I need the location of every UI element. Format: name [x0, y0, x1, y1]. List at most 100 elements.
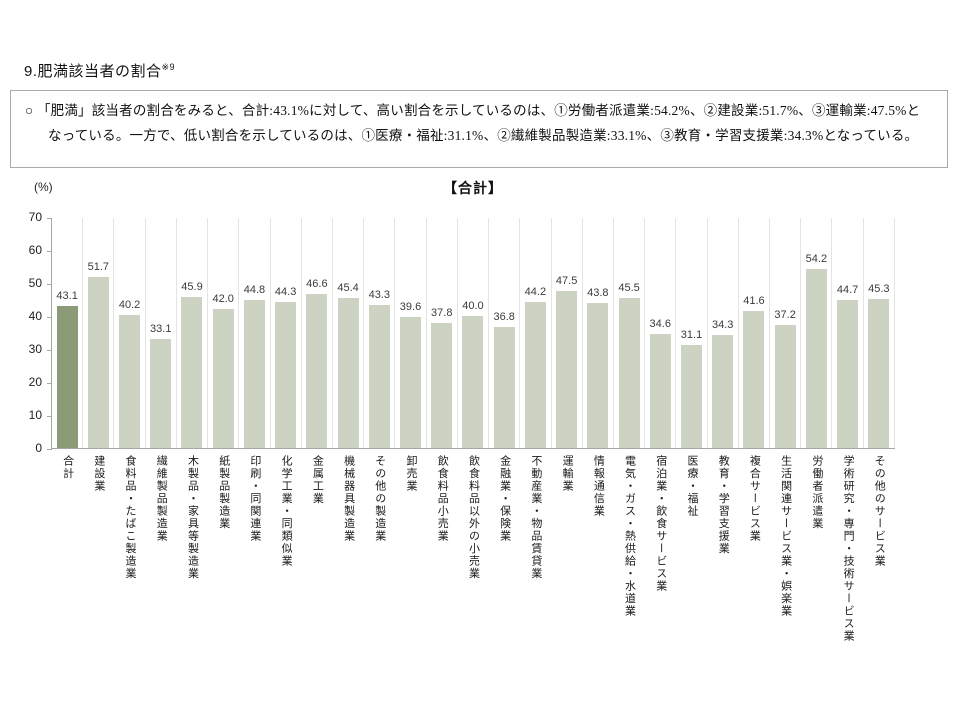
category-column: 43.8 情報通信業 — [583, 218, 614, 518]
summary-bullet: ○ — [25, 103, 34, 118]
page-title-text: 9.肥満該当者の割合 — [24, 63, 162, 80]
bar — [462, 316, 484, 448]
y-tick-label: 10 — [28, 408, 42, 422]
bar — [87, 277, 109, 448]
bar — [337, 298, 359, 448]
bar — [119, 315, 141, 448]
y-tick-label: 60 — [28, 243, 42, 257]
bar — [275, 302, 297, 448]
bar-value-label: 43.1 — [56, 290, 78, 302]
category-column: 45.5 電気・ガス・熱供給・水道業 — [614, 218, 646, 618]
category-label: 建設業 — [92, 455, 105, 493]
bar — [805, 269, 827, 448]
category-column: 44.7 学術研究・専門・技術サービス業 — [832, 218, 864, 643]
total-bar — [56, 306, 78, 448]
category-label: 情報通信業 — [592, 455, 605, 518]
category-label: その他のサービス業 — [873, 455, 886, 568]
category-label: 複合サービス業 — [748, 455, 761, 543]
category-column: 51.7 建設業 — [83, 218, 115, 493]
category-column: 54.2 労働者派遣業 — [801, 218, 833, 530]
bar-chart: (%) 【合計】 43.1 合計 51.7 建設業 40.2 食料品・たばこ製造業 33.1… — [0, 175, 960, 720]
category-label: 卸売業 — [405, 455, 418, 493]
bar-value-label: 45.9 — [181, 281, 203, 293]
bar — [150, 339, 172, 448]
category-column: 34.3 教育・学習支援業 — [708, 218, 739, 555]
y-tick-label: 30 — [28, 342, 42, 356]
category-column: 45.4 機械器具製造業 — [333, 218, 365, 543]
category-label: 医療・福祉 — [685, 455, 698, 518]
y-tick-mark — [47, 449, 52, 450]
bar — [680, 345, 702, 448]
y-tick-label: 20 — [28, 375, 42, 389]
category-label: 機械器具製造業 — [342, 455, 355, 543]
category-label: 宿泊業・飲食サービス業 — [654, 455, 667, 593]
page-title: 9.肥満該当者の割合※9 — [24, 60, 175, 81]
bar — [837, 300, 859, 448]
category-column: 45.3 その他のサービス業 — [864, 218, 895, 568]
bar-value-label: 36.8 — [493, 311, 515, 323]
category-column: 43.1 合計 — [52, 218, 84, 480]
y-tick-label: 0 — [35, 441, 42, 455]
bar-value-label: 44.8 — [243, 284, 266, 296]
category-column: 31.1 医療・福祉 — [676, 218, 708, 518]
category-column: 45.9 木製品・家具等製造業 — [177, 218, 209, 580]
summary-paragraph: ○ 「肥満」該当者の割合をみると、合計:43.1%に対して、高い割合を示している… — [25, 98, 933, 148]
bar-value-label: 31.1 — [680, 329, 703, 341]
bar-value-label: 45.3 — [868, 283, 890, 295]
y-tick-mark — [47, 416, 52, 417]
category-label: 食料品・たばこ製造業 — [124, 455, 137, 580]
category-label: 学術研究・専門・技術サービス業 — [842, 455, 855, 643]
category-column: 44.3 化学工業・同類似業 — [271, 218, 302, 568]
category-label: 飲食料品以外の小売業 — [467, 455, 480, 580]
bar — [868, 299, 890, 448]
y-tick-mark — [47, 218, 52, 219]
category-column: 44.8 印刷・同関連業 — [239, 218, 271, 543]
bar-value-label: 37.8 — [431, 307, 453, 319]
category-column: 46.6 金属工業 — [302, 218, 333, 505]
bar-value-label: 43.8 — [587, 287, 609, 299]
category-column: 40.0 飲食料品以外の小売業 — [458, 218, 490, 580]
bar — [556, 291, 578, 448]
bar — [181, 297, 203, 448]
bar — [712, 335, 734, 448]
category-label: 飲食料品小売業 — [436, 455, 449, 543]
bar-value-label: 44.2 — [524, 286, 547, 298]
category-column: 41.6 複合サービス業 — [739, 218, 771, 543]
bar-value-label: 43.3 — [368, 289, 391, 301]
category-label: 金属工業 — [311, 455, 324, 505]
category-label: 木製品・家具等製造業 — [186, 455, 199, 580]
category-label: 労働者派遣業 — [810, 455, 823, 530]
category-label: 不動産業・物品賃貸業 — [529, 455, 542, 580]
category-column: 47.5 運輸業 — [552, 218, 583, 493]
category-column: 43.3 その他の製造業 — [364, 218, 396, 543]
category-label: 化学工業・同類似業 — [280, 455, 293, 568]
bar-value-label: 40.2 — [118, 299, 141, 311]
y-axis-unit-label: (%) — [34, 180, 53, 194]
bar-value-label: 47.5 — [555, 275, 578, 287]
category-label: 電気・ガス・熱供給・水道業 — [623, 455, 636, 618]
category-column: 42.0 紙製品製造業 — [208, 218, 240, 530]
bar-value-label: 51.7 — [87, 261, 110, 273]
y-tick-label: 40 — [28, 309, 42, 323]
plot-area: 43.1 合計 51.7 建設業 40.2 食料品・たばこ製造業 33.1 繊維製品製造業 45… — [47, 218, 895, 643]
bar — [368, 305, 390, 448]
category-column: 36.8 金融業・保険業 — [489, 218, 521, 543]
y-tick-mark — [47, 383, 52, 384]
bar-value-label: 41.6 — [743, 295, 765, 307]
bar-value-label: 44.7 — [836, 284, 859, 296]
bar — [212, 309, 234, 448]
bar — [306, 294, 328, 448]
category-label: その他の製造業 — [373, 455, 386, 543]
bar-value-label: 54.2 — [805, 253, 828, 265]
bar — [431, 323, 453, 448]
bar — [618, 298, 640, 448]
bar — [243, 300, 265, 448]
bar-value-label: 45.5 — [618, 282, 640, 294]
chart-title: 【合計】 — [443, 180, 503, 196]
y-tick-mark — [47, 284, 52, 285]
footnote-marker: ※9 — [161, 62, 176, 72]
bar-value-label: 34.3 — [711, 319, 734, 331]
category-label: 印刷・同関連業 — [248, 455, 261, 543]
category-column: 33.1 繊維製品製造業 — [146, 218, 177, 543]
bar-value-label: 44.3 — [274, 286, 297, 298]
